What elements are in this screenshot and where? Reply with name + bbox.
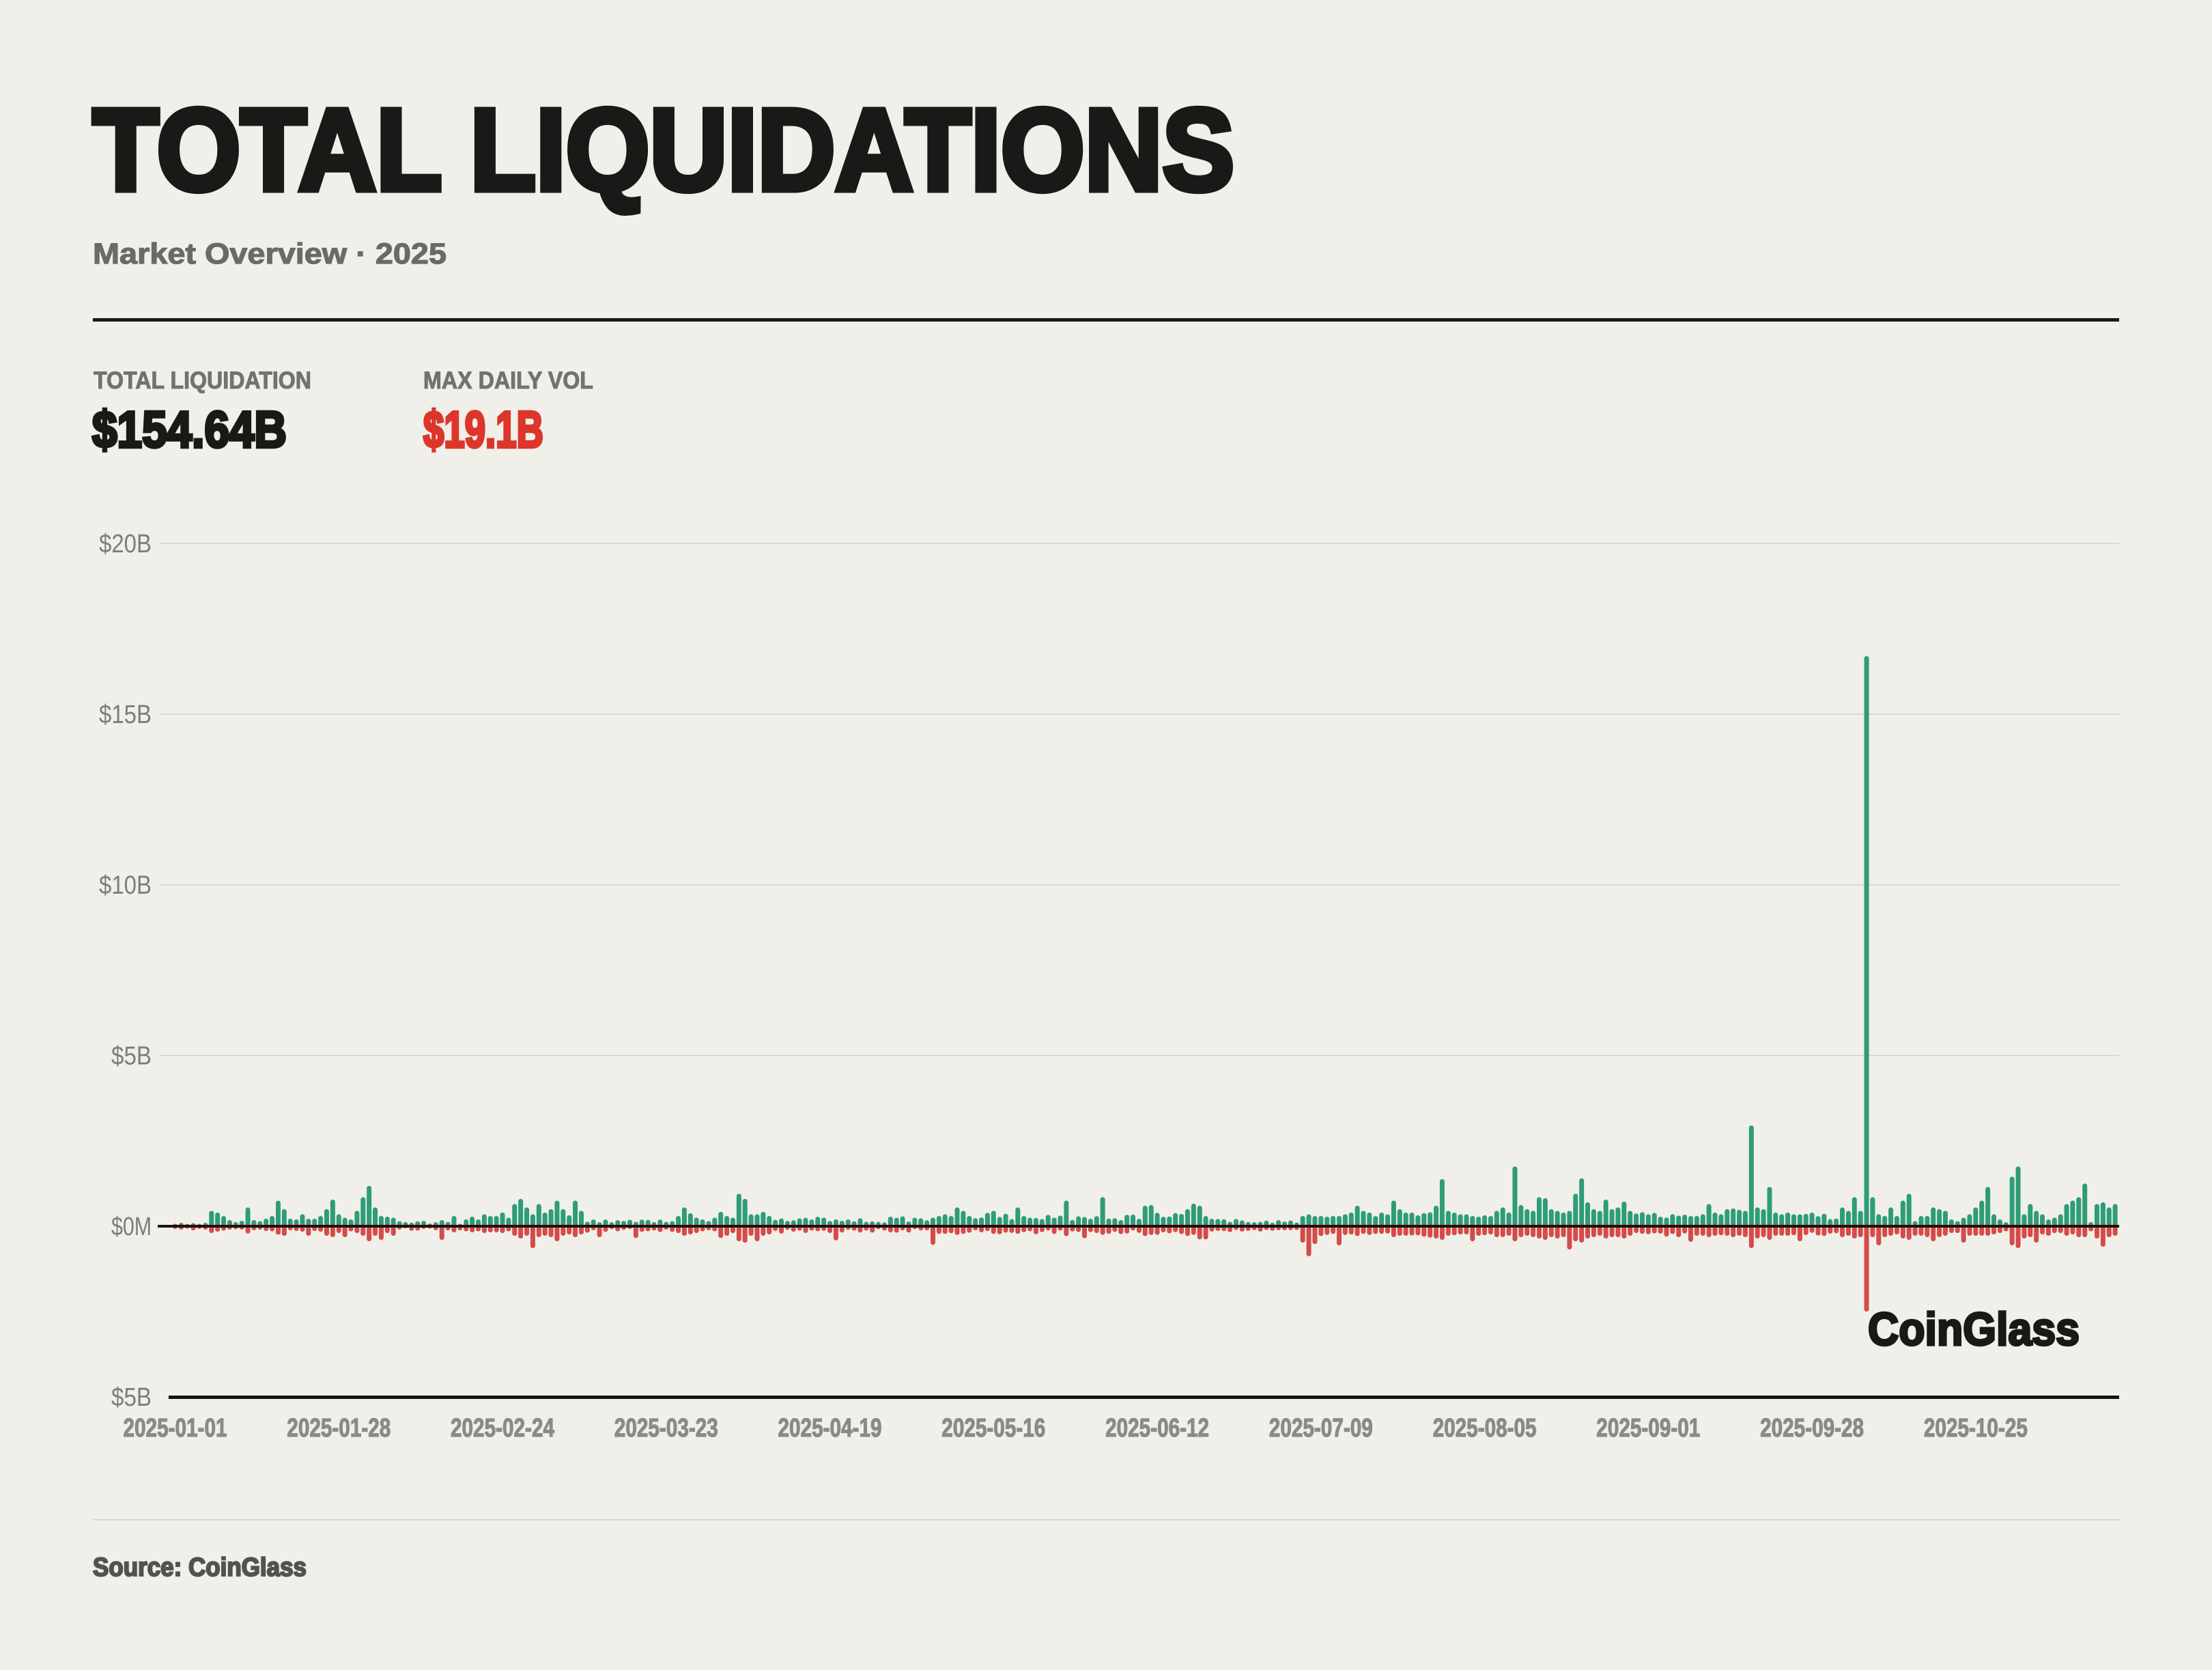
svg-text:$10B: $10B [99,871,152,900]
svg-text:TOTAL LIQUIDATION: TOTAL LIQUIDATION [94,367,311,394]
svg-text:2025-03-23: 2025-03-23 [614,1414,718,1443]
svg-text:2025-01-28: 2025-01-28 [287,1414,391,1443]
svg-text:2025-08-05: 2025-08-05 [1433,1414,1537,1443]
svg-text:2025-06-12: 2025-06-12 [1105,1414,1209,1443]
svg-text:CoinGlass: CoinGlass [1868,1303,2080,1355]
svg-text:2025-02-24: 2025-02-24 [451,1414,554,1443]
svg-text:$20B: $20B [99,530,152,558]
svg-text:MAX DAILY VOL: MAX DAILY VOL [423,367,593,394]
svg-text:2025-04-19: 2025-04-19 [778,1414,882,1443]
svg-text:$5B: $5B [111,1383,152,1412]
svg-text:$154.64B: $154.64B [92,401,287,458]
svg-text:2025-05-16: 2025-05-16 [941,1414,1045,1443]
svg-text:2025-09-28: 2025-09-28 [1760,1414,1864,1443]
svg-text:Market Overview · 2025: Market Overview · 2025 [93,238,446,270]
svg-text:$0M: $0M [111,1213,152,1241]
svg-text:Source: CoinGlass: Source: CoinGlass [93,1553,307,1582]
svg-text:2025-07-09: 2025-07-09 [1269,1414,1373,1443]
svg-text:TOTAL LIQUIDATIONS: TOTAL LIQUIDATIONS [93,85,1234,215]
svg-text:2025-09-01: 2025-09-01 [1596,1414,1700,1443]
svg-text:$15B: $15B [99,700,152,729]
svg-text:$5B: $5B [111,1042,152,1071]
svg-text:2025-10-25: 2025-10-25 [1924,1414,2028,1443]
svg-text:2025-01-01: 2025-01-01 [124,1414,227,1443]
svg-text:$19.1B: $19.1B [423,401,543,458]
